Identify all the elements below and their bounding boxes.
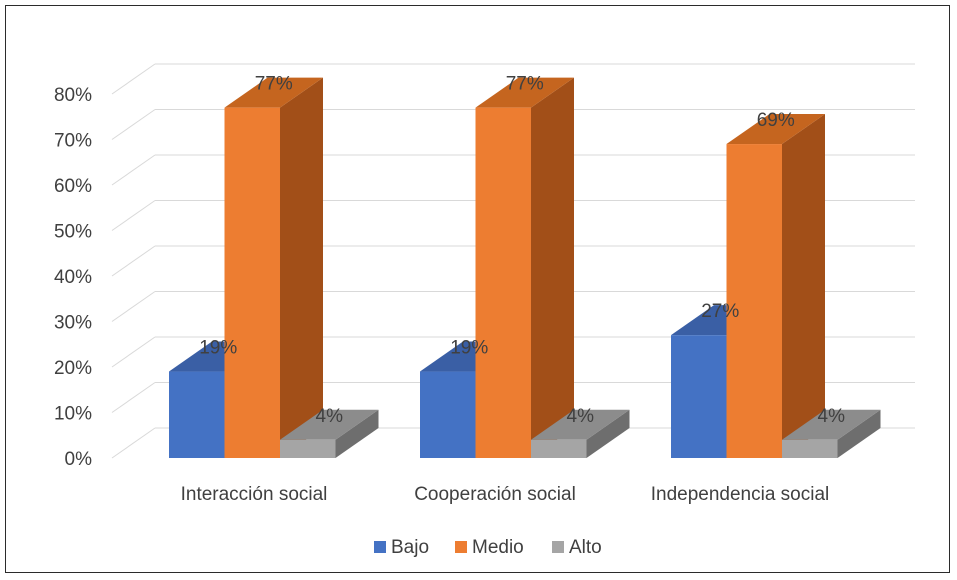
x-category-label: Independencia social <box>651 484 830 505</box>
y-tick-label: 60% <box>54 176 92 197</box>
legend-swatch <box>455 541 467 553</box>
gridline-diagonal <box>111 154 156 186</box>
bar-top <box>224 77 323 108</box>
gridline-diagonal <box>111 291 156 322</box>
data-label: 19% <box>199 338 237 359</box>
bar <box>280 439 336 458</box>
gridline-diagonal <box>111 63 156 95</box>
gridline-diagonal <box>111 109 156 140</box>
y-axis: 0% 10% 20% 30% 40% 50% 60% 70% 80% <box>54 85 92 470</box>
bar-side <box>586 409 630 458</box>
bar <box>420 371 476 458</box>
y-tick-label: 20% <box>54 358 92 379</box>
legend: Bajo Medio Alto <box>374 537 602 558</box>
bar-top <box>531 409 630 440</box>
y-tick-label: 30% <box>54 313 92 334</box>
data-labels: 19% 77% 4% 19% 77% 4% 27% 69% 4% <box>199 74 845 427</box>
bar-top <box>475 77 574 108</box>
bar-side <box>335 409 379 458</box>
bar-side <box>531 77 574 459</box>
gridline-diagonal <box>111 245 156 277</box>
bars <box>169 77 881 459</box>
bar-top <box>280 409 379 440</box>
y-tick-label: 80% <box>54 85 92 106</box>
x-axis: Interacción social Cooperación social Inde… <box>181 484 830 505</box>
bar <box>224 107 280 459</box>
y-tick-label: 50% <box>54 222 92 243</box>
data-label: 77% <box>255 74 293 95</box>
x-category-label: Interacción social <box>181 484 328 505</box>
data-label: 69% <box>757 110 795 131</box>
legend-label: Alto <box>569 537 602 558</box>
bar-side <box>837 409 881 458</box>
bar-top <box>782 409 881 440</box>
gridline-diagonal <box>111 382 156 413</box>
gridline-diagonal <box>111 427 156 459</box>
bar <box>782 439 838 458</box>
bar <box>531 439 587 458</box>
bar-side <box>782 114 825 459</box>
y-tick-label: 70% <box>54 131 92 152</box>
gridline-diagonal <box>111 336 156 368</box>
x-category-label: Cooperación social <box>414 484 576 505</box>
data-label: 4% <box>316 406 344 427</box>
data-label: 19% <box>450 338 488 359</box>
data-label: 27% <box>701 301 739 322</box>
data-label: 4% <box>818 406 846 427</box>
gridline-diagonal <box>111 200 156 231</box>
bar <box>475 107 531 459</box>
data-label: 4% <box>567 406 595 427</box>
y-tick-label: 10% <box>54 404 92 425</box>
legend-label: Medio <box>472 537 524 558</box>
y-tick-label: 40% <box>54 267 92 288</box>
bar-top <box>726 114 825 145</box>
y-tick-label: 0% <box>65 449 93 470</box>
bar <box>671 335 727 458</box>
data-label: 77% <box>506 74 544 95</box>
bar <box>726 144 782 459</box>
legend-swatch <box>552 541 564 553</box>
bar <box>169 371 225 458</box>
bar-side <box>280 77 323 459</box>
legend-swatch <box>374 541 386 553</box>
legend-label: Bajo <box>391 537 429 558</box>
